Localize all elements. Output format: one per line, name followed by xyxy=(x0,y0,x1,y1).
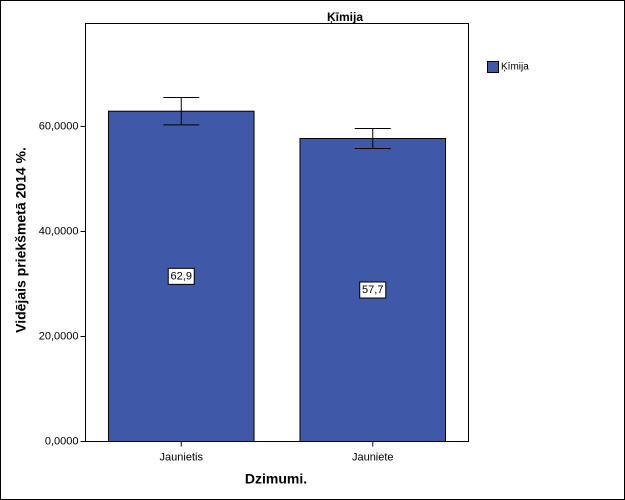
value-label: 57,7 xyxy=(362,284,383,296)
y-tick-label: 40,0000 xyxy=(39,225,79,237)
chart-title: Ķīmija xyxy=(327,10,363,24)
legend-swatch xyxy=(487,61,499,73)
value-label-box xyxy=(167,267,195,285)
x-tick-label: Jaunietis xyxy=(160,451,204,463)
x-axis-label: Dzimumi. xyxy=(245,471,307,487)
value-label-box xyxy=(359,281,387,299)
error-bar xyxy=(163,97,200,126)
y-tick-label: 60,0000 xyxy=(39,120,79,132)
error-bar xyxy=(354,128,391,149)
x-tick-label: Jauniete xyxy=(352,451,394,463)
y-tick-label: 0,0000 xyxy=(45,435,79,447)
value-label: 62,9 xyxy=(171,270,192,282)
legend-label: Ķīmija xyxy=(501,62,529,73)
y-tick-label: 20,0000 xyxy=(39,330,79,342)
y-axis-label: Vidējais priekšmetā 2014 %. xyxy=(13,147,29,333)
